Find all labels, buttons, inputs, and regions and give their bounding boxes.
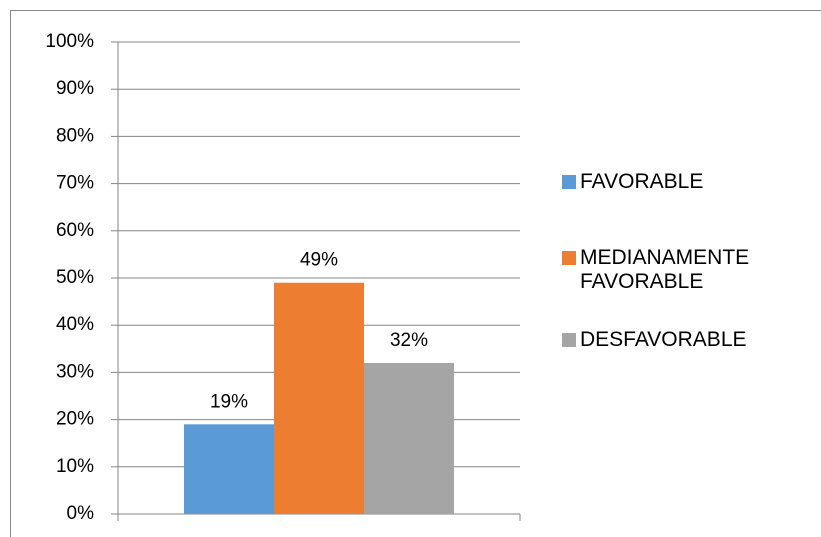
chart-frame [10,10,821,537]
y-tick-label: 10% [56,456,94,477]
legend-label: FAVORABLE [580,170,704,193]
legend-swatch [562,175,576,189]
legend-label: DESFAVORABLE [580,328,747,351]
data-label: 49% [300,250,338,271]
y-tick-label: 40% [56,314,94,335]
legend-entry: MEDIANAMENTE FAVORABLE [562,246,802,294]
data-label: 19% [210,391,248,412]
bar [364,362,454,514]
y-tick-label: 100% [45,31,94,52]
y-tick-label: 80% [56,125,94,146]
data-label: 32% [390,330,428,351]
y-tick-label: 60% [56,220,94,241]
legend-swatch [562,333,576,347]
y-tick-label: 0% [67,503,95,524]
y-tick-label: 90% [56,78,94,99]
y-tick-label: 30% [56,361,94,382]
legend-swatch [562,251,576,265]
legend-entry: FAVORABLE [562,170,802,194]
y-tick-label: 50% [56,267,94,288]
bar [274,282,364,514]
legend-label: MEDIANAMENTE FAVORABLE [580,246,750,293]
y-tick-label: 20% [56,409,94,430]
y-tick-label: 70% [56,173,94,194]
legend-entry: DESFAVORABLE [562,328,802,352]
bar [184,424,274,514]
